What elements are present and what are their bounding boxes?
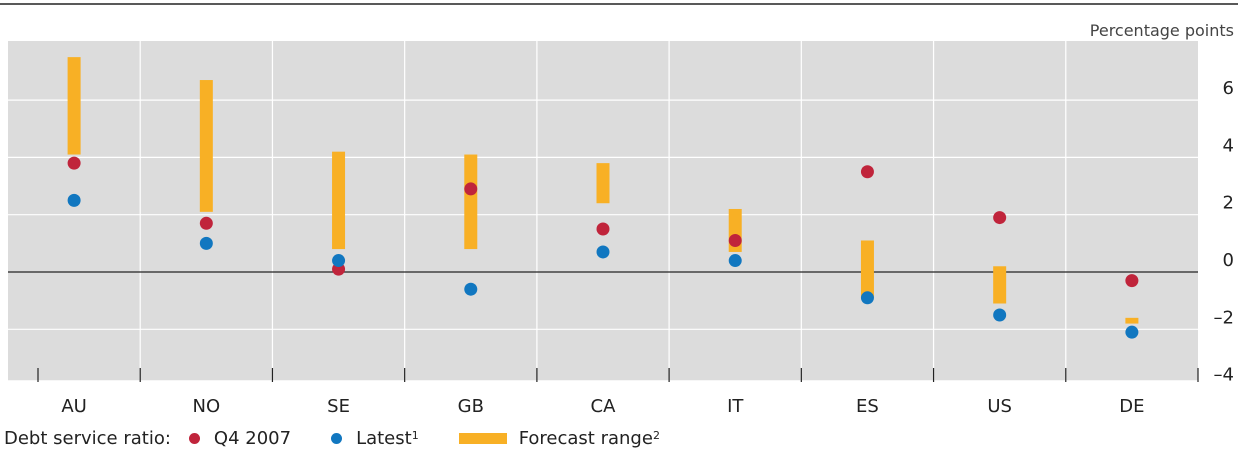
latest-point-it [728, 254, 742, 268]
legend-label-latest: Latest [356, 427, 412, 449]
legend: Debt service ratio: Q4 2007 Latest 1 Fore… [4, 426, 700, 450]
x-tick-label-de: DE [1119, 396, 1144, 417]
legend-item-q4-2007: Q4 2007 [188, 427, 292, 449]
q4-2007-point-us [993, 211, 1007, 225]
legend-title: Debt service ratio: [4, 427, 171, 449]
forecast-range-bar-de [1125, 317, 1139, 324]
q4-2007-series [67, 156, 1139, 288]
x-tick-label-it: IT [727, 396, 744, 417]
latest-point-se [332, 254, 346, 268]
y-tick-label: –4 [1214, 365, 1234, 386]
legend-item-latest: Latest 1 [331, 428, 419, 449]
y-tick-label: –2 [1214, 307, 1234, 328]
q4-2007-point-au [67, 156, 81, 170]
latest-point-de [1125, 325, 1139, 339]
legend-swatch-latest [331, 432, 343, 444]
legend-swatch-q4-2007 [188, 432, 200, 444]
legend-label-q4-2007: Q4 2007 [213, 427, 292, 449]
forecast-range-bar-us [993, 266, 1007, 304]
forecast-range-bar-ca [596, 163, 610, 204]
q4-2007-point-no [199, 216, 213, 230]
x-axis: AU NO SE GB CA IT ES US DE [8, 368, 1199, 417]
x-tick-label-gb: GB [458, 396, 484, 417]
forecast-range-bar-no [199, 80, 213, 212]
latest-point-gb [464, 282, 478, 296]
latest-point-ca [596, 245, 610, 259]
latest-series [67, 193, 1139, 339]
forecast-range-bar-es [860, 240, 874, 298]
y-axis: 6 4 2 0 –2 –4 [1214, 78, 1234, 386]
x-tick-label-us: US [987, 396, 1012, 417]
q4-2007-point-es [860, 165, 874, 179]
legend-item-forecast-range: Forecast range 2 [458, 427, 660, 449]
latest-point-us [993, 308, 1007, 322]
q4-2007-point-gb [464, 182, 478, 196]
x-tick-label-se: SE [327, 396, 350, 417]
forecast-range-bar-gb [464, 154, 478, 250]
x-tick-label-no: NO [193, 396, 221, 417]
latest-point-au [67, 193, 81, 207]
latest-point-no [199, 236, 213, 250]
y-tick-label: 2 [1223, 193, 1234, 214]
x-tick-label-au: AU [61, 396, 87, 417]
forecast-range-bar-au [67, 57, 81, 155]
q4-2007-point-de [1125, 274, 1139, 288]
y-tick-label: 6 [1223, 78, 1234, 99]
legend-swatch-forecast-range [458, 432, 507, 444]
chart-frame [0, 3, 1238, 380]
legend-label-forecast-range: Forecast range [518, 427, 653, 449]
forecast-range-bar-se [332, 151, 346, 250]
x-tick-label-ca: CA [591, 396, 617, 417]
chart: Percentage points 6 4 2 0 –2 –4 AU NO SE GB CA IT E… [0, 3, 1238, 417]
q4-2007-point-it [728, 233, 742, 247]
y-tick-label: 4 [1223, 135, 1234, 156]
latest-point-es [860, 291, 874, 305]
y-tick-label: 0 [1223, 250, 1234, 271]
unit-label: Percentage points [1090, 21, 1234, 40]
forecast-range-series [67, 57, 1139, 324]
x-tick-label-es: ES [856, 396, 879, 417]
q4-2007-point-ca [596, 222, 610, 236]
